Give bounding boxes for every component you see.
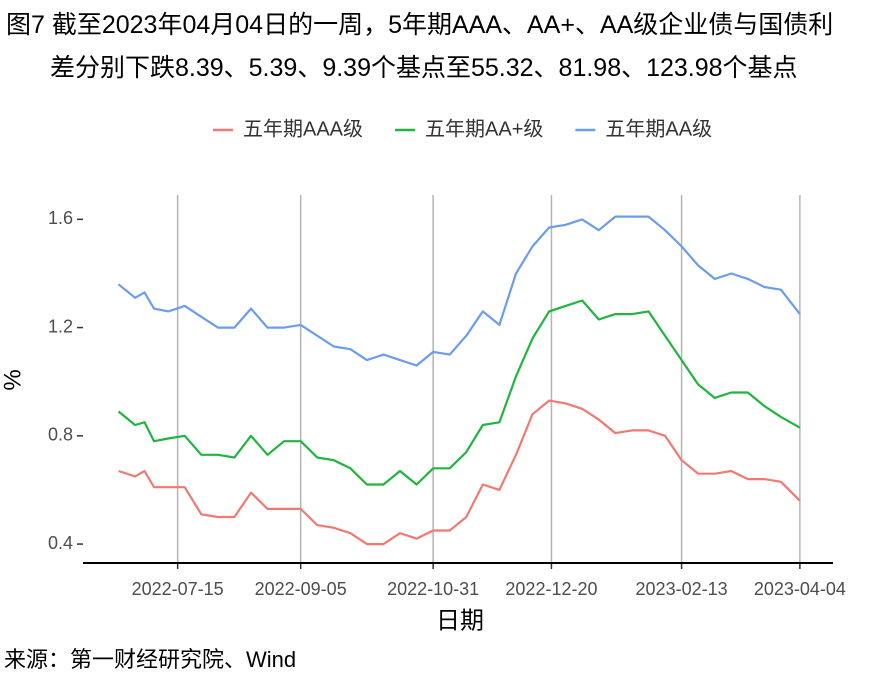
y-tick-label: 1.2 [48, 316, 73, 336]
x-tick-label: 2022-07-15 [132, 579, 224, 599]
x-tick-label: 2022-09-05 [255, 579, 347, 599]
x-tick-label: 2023-02-13 [636, 579, 728, 599]
x-tick-label: 2023-04-04 [754, 579, 846, 599]
legend-label: 五年期AA+级 [425, 117, 543, 140]
y-tick-label: 0.8 [48, 425, 73, 445]
legend-label: 五年期AA级 [605, 117, 712, 140]
data-line [118, 399, 801, 546]
y-tick-label: 0.4 [48, 533, 73, 553]
data-line [117, 215, 801, 367]
source-note: 来源：第一财经研究院、Wind [4, 647, 296, 672]
chart-title: 图7 截至2023年04月04日的一周，5年期AAA、AA+、AA级企业债与国债… [6, 11, 834, 82]
legend-label: 五年期AAA级 [243, 117, 363, 140]
data-line [117, 299, 801, 486]
x-axis-label: 日期 [436, 607, 484, 634]
y-axis-label: % [0, 369, 26, 390]
x-tick-label: 2022-12-20 [505, 579, 597, 599]
y-tick-label: 1.6 [48, 208, 73, 228]
x-tick-label: 2022-10-31 [387, 579, 479, 599]
